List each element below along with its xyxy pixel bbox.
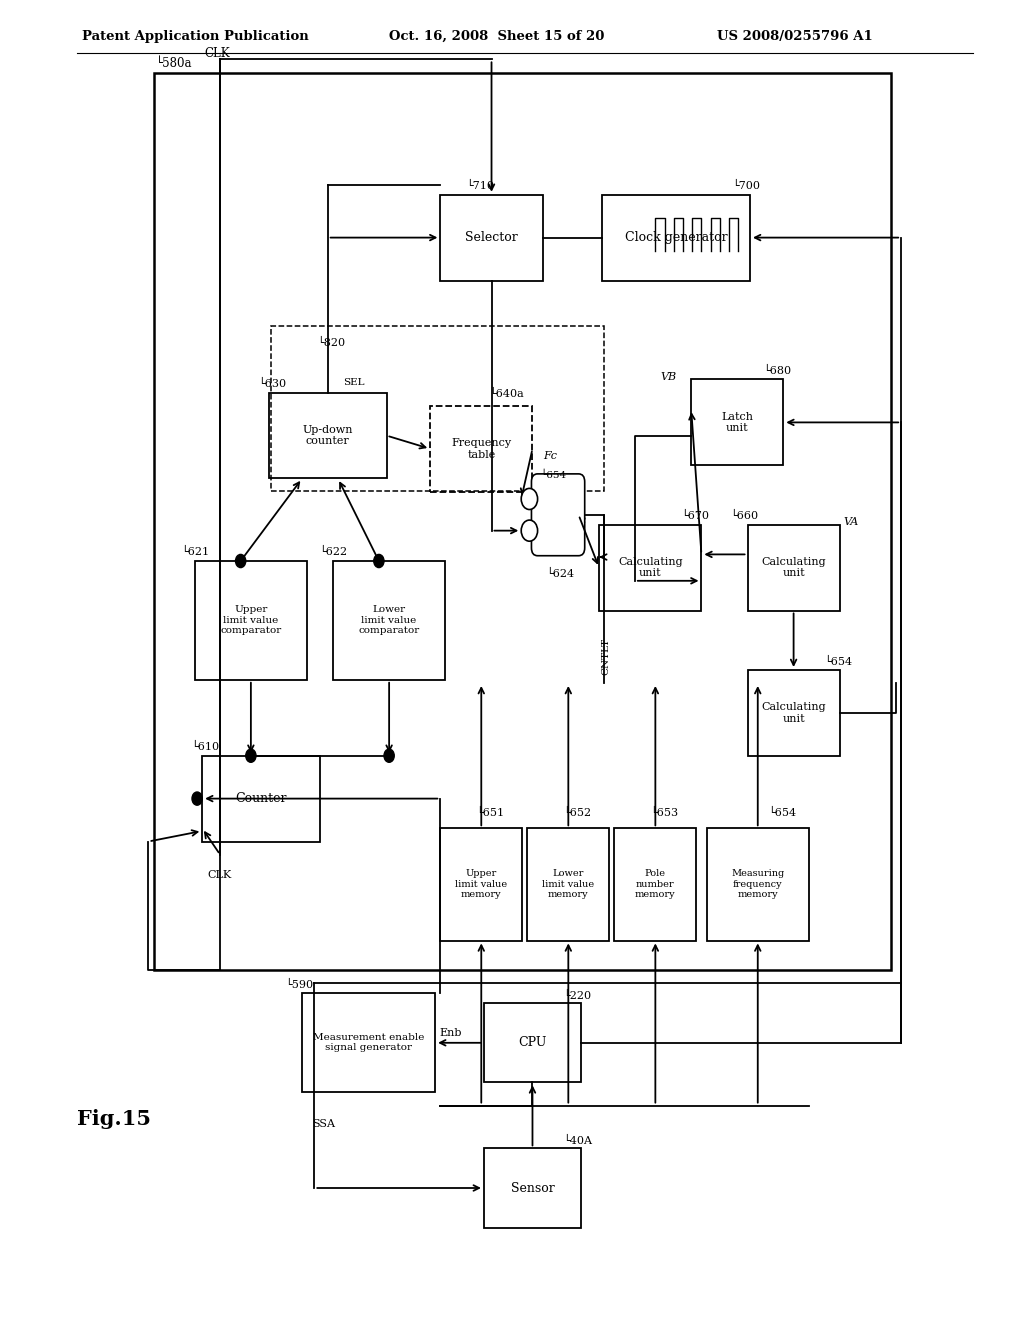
Bar bbox=[484, 1148, 582, 1228]
Circle shape bbox=[384, 750, 394, 763]
Text: VB: VB bbox=[570, 517, 587, 528]
Text: └710: └710 bbox=[466, 181, 494, 191]
Text: Upper
limit value
memory: Upper limit value memory bbox=[456, 870, 507, 899]
Bar bbox=[748, 524, 840, 610]
Circle shape bbox=[193, 792, 203, 805]
Text: US 2008/0255796 A1: US 2008/0255796 A1 bbox=[717, 29, 872, 42]
Bar bbox=[707, 829, 809, 940]
Text: └580a: └580a bbox=[156, 57, 193, 70]
Text: └651: └651 bbox=[476, 808, 504, 818]
Circle shape bbox=[374, 554, 384, 568]
Circle shape bbox=[246, 750, 256, 763]
Text: Clock generator: Clock generator bbox=[625, 231, 727, 244]
Text: VA: VA bbox=[844, 517, 859, 528]
Text: └624: └624 bbox=[546, 569, 573, 579]
Text: Calculating
unit: Calculating unit bbox=[617, 557, 683, 578]
Text: └700: └700 bbox=[732, 181, 760, 191]
Circle shape bbox=[521, 488, 538, 510]
Text: └622: └622 bbox=[319, 546, 347, 557]
Text: └670: └670 bbox=[681, 511, 709, 521]
Text: └820: └820 bbox=[317, 338, 345, 348]
Bar bbox=[195, 561, 307, 680]
Text: └630: └630 bbox=[258, 379, 286, 389]
Bar bbox=[271, 326, 604, 491]
Text: Measurement enable
signal generator: Measurement enable signal generator bbox=[313, 1034, 424, 1052]
Text: CPU: CPU bbox=[518, 1036, 547, 1049]
Bar bbox=[748, 671, 840, 755]
Text: Fc: Fc bbox=[543, 451, 557, 462]
Text: CNTLT: CNTLT bbox=[601, 638, 610, 676]
Circle shape bbox=[236, 554, 246, 568]
Text: └640a: └640a bbox=[489, 388, 524, 399]
Text: SSA: SSA bbox=[312, 1118, 335, 1129]
Bar bbox=[440, 829, 522, 940]
Text: CLK: CLK bbox=[205, 46, 230, 59]
Bar bbox=[268, 392, 387, 478]
Text: Frequency
table: Frequency table bbox=[452, 438, 511, 459]
Text: Sensor: Sensor bbox=[511, 1181, 554, 1195]
Text: Counter: Counter bbox=[236, 792, 287, 805]
Text: └654: └654 bbox=[824, 656, 852, 667]
Bar bbox=[302, 993, 435, 1093]
Circle shape bbox=[521, 520, 538, 541]
Bar bbox=[203, 755, 319, 842]
Text: Latch
unit: Latch unit bbox=[721, 412, 754, 433]
Bar bbox=[599, 524, 701, 610]
Text: Lower
limit value
memory: Lower limit value memory bbox=[543, 870, 594, 899]
Bar bbox=[333, 561, 445, 680]
Text: Enb: Enb bbox=[439, 1028, 462, 1039]
Text: Up-down
counter: Up-down counter bbox=[302, 425, 353, 446]
Text: └220: └220 bbox=[563, 990, 591, 1001]
Bar bbox=[614, 829, 696, 940]
Bar bbox=[154, 73, 891, 970]
Text: Measuring
frequency
memory: Measuring frequency memory bbox=[731, 870, 784, 899]
Text: └621: └621 bbox=[181, 546, 209, 557]
Text: CLK: CLK bbox=[207, 870, 231, 880]
Text: Oct. 16, 2008  Sheet 15 of 20: Oct. 16, 2008 Sheet 15 of 20 bbox=[389, 29, 604, 42]
Text: Upper
limit value
comparator: Upper limit value comparator bbox=[220, 606, 282, 635]
Text: Fig.15: Fig.15 bbox=[77, 1109, 151, 1129]
Text: VB: VB bbox=[660, 372, 677, 383]
Text: └610: └610 bbox=[191, 742, 219, 752]
Text: Lower
limit value
comparator: Lower limit value comparator bbox=[358, 606, 420, 635]
Text: └654: └654 bbox=[768, 808, 796, 818]
Text: Calculating
unit: Calculating unit bbox=[761, 702, 826, 723]
Text: └590: └590 bbox=[285, 979, 312, 990]
Bar bbox=[602, 194, 750, 281]
FancyBboxPatch shape bbox=[531, 474, 585, 556]
Text: └654: └654 bbox=[541, 470, 567, 480]
Bar bbox=[527, 829, 609, 940]
Bar bbox=[484, 1003, 582, 1082]
Text: Pole
number
memory: Pole number memory bbox=[635, 870, 676, 899]
Text: └653: └653 bbox=[650, 808, 678, 818]
Text: SEL: SEL bbox=[343, 378, 365, 387]
Bar bbox=[430, 405, 532, 491]
Text: Patent Application Publication: Patent Application Publication bbox=[82, 29, 308, 42]
Bar bbox=[440, 194, 543, 281]
Text: └680: └680 bbox=[763, 366, 791, 376]
Text: └660: └660 bbox=[730, 511, 758, 521]
Text: └40A: └40A bbox=[563, 1135, 592, 1146]
Text: Selector: Selector bbox=[465, 231, 518, 244]
Bar bbox=[691, 379, 783, 465]
Text: Calculating
unit: Calculating unit bbox=[761, 557, 826, 578]
Text: └652: └652 bbox=[563, 808, 591, 818]
